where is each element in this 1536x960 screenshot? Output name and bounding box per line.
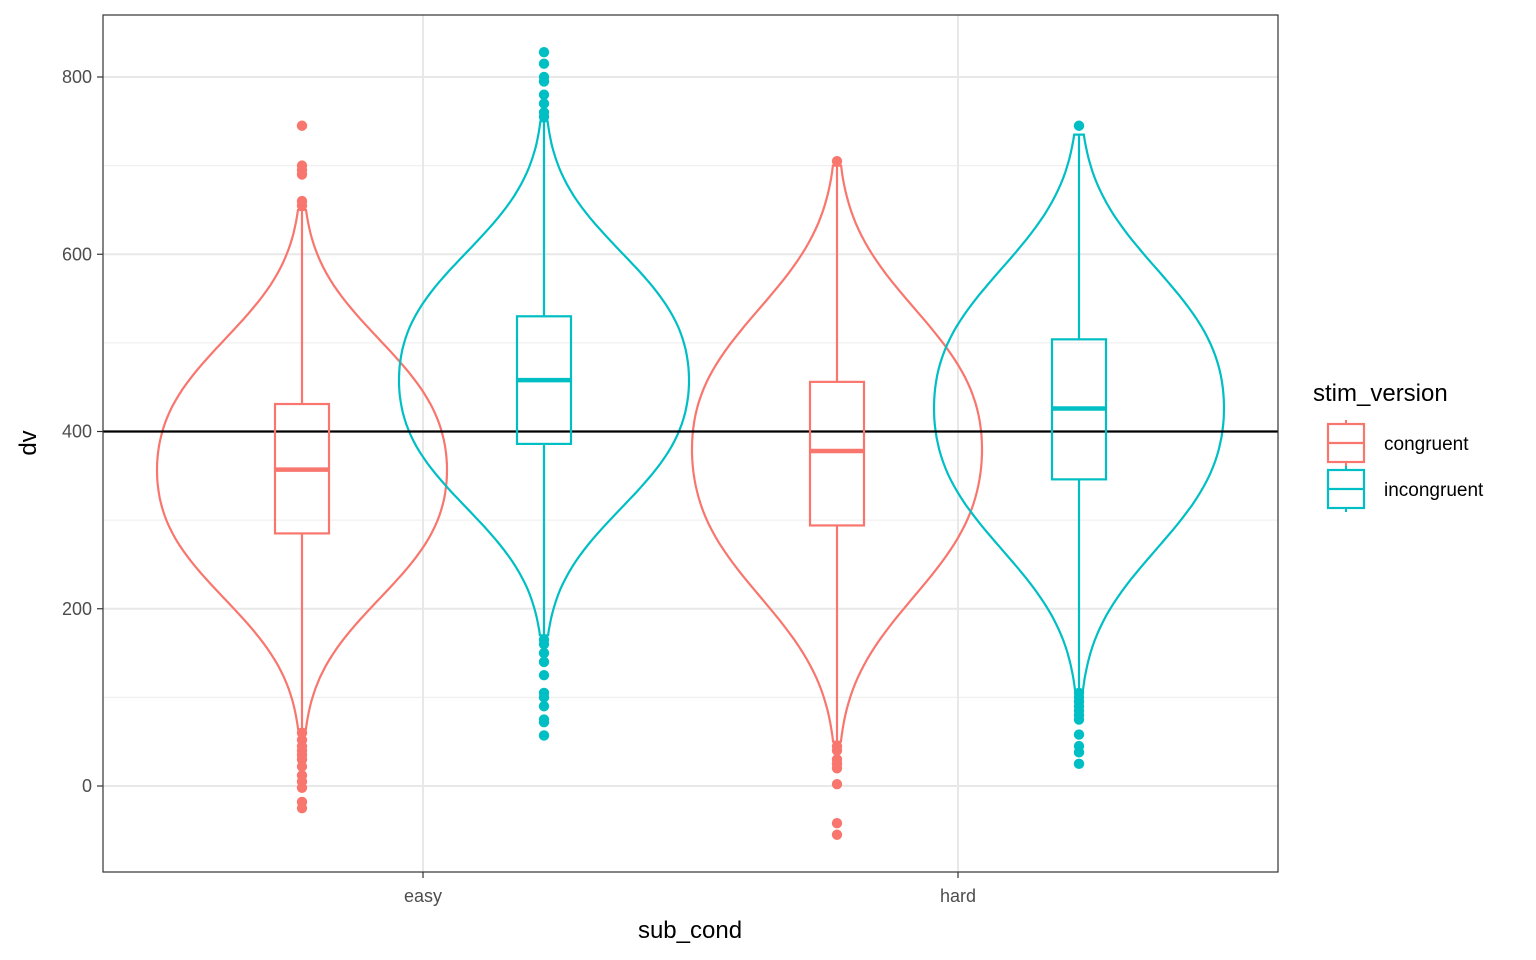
outlier-point [538, 692, 550, 703]
outlier-point [538, 76, 550, 87]
x-tick-label: hard [940, 886, 976, 906]
boxplots [273, 46, 1108, 840]
legend-title: stim_version [1313, 380, 1448, 407]
outlier-point [538, 46, 550, 58]
outlier-point [296, 782, 308, 793]
outlier-point [1073, 729, 1085, 740]
box-congruent-hard [808, 380, 866, 527]
outlier-point [296, 200, 308, 211]
outlier-point [538, 639, 550, 650]
y-axis: 0 200 400 600 800 [62, 67, 103, 796]
violin-incongruent-easy [397, 120, 691, 637]
outlier-point [831, 779, 843, 790]
outlier-point [831, 745, 843, 756]
violin-congruent-hard [690, 164, 984, 743]
y-tick-label: 800 [62, 67, 92, 87]
violins [155, 120, 1226, 743]
outlier-point [538, 98, 550, 109]
outlier-point [538, 670, 550, 681]
outlier-point [831, 155, 843, 167]
outlier-point [538, 58, 550, 69]
legend-label-congruent: congruent [1384, 434, 1469, 455]
violin-congruent-easy [155, 208, 449, 731]
outlier-point [296, 761, 308, 772]
outlier-point [831, 763, 843, 774]
legend-key-incongruent [1326, 466, 1366, 512]
outlier-point [538, 656, 550, 668]
outlier-point [538, 716, 550, 728]
outlier-point [296, 802, 308, 814]
legend: stim_version congruent incongruent [1313, 380, 1484, 512]
x-axis: easy hard [404, 872, 976, 906]
panel-border [102, 14, 1279, 873]
outlier-point [538, 89, 550, 100]
x-axis-title: sub_cond [638, 917, 742, 944]
x-tick-label: easy [404, 886, 442, 906]
outlier-point [538, 647, 550, 659]
y-tick-label: 600 [62, 244, 92, 264]
y-axis-title: dv [15, 430, 42, 455]
legend-label-incongruent: incongruent [1384, 480, 1484, 501]
y-tick-label: 200 [62, 599, 92, 619]
outlier-point [538, 730, 550, 741]
outlier-point [538, 701, 550, 712]
outlier-point [831, 829, 843, 840]
outlier-point [538, 111, 550, 123]
outlier-point [296, 169, 308, 180]
outlier-point [1073, 714, 1085, 725]
violin-incongruent-hard [932, 133, 1226, 692]
y-tick-label: 0 [82, 776, 92, 796]
y-tick-label: 400 [62, 422, 92, 442]
outlier-point [296, 120, 308, 131]
outlier-point [1073, 120, 1085, 131]
outlier-point [1073, 758, 1085, 770]
outlier-point [1073, 747, 1085, 758]
legend-key-congruent [1326, 420, 1366, 466]
outlier-point [831, 818, 843, 829]
